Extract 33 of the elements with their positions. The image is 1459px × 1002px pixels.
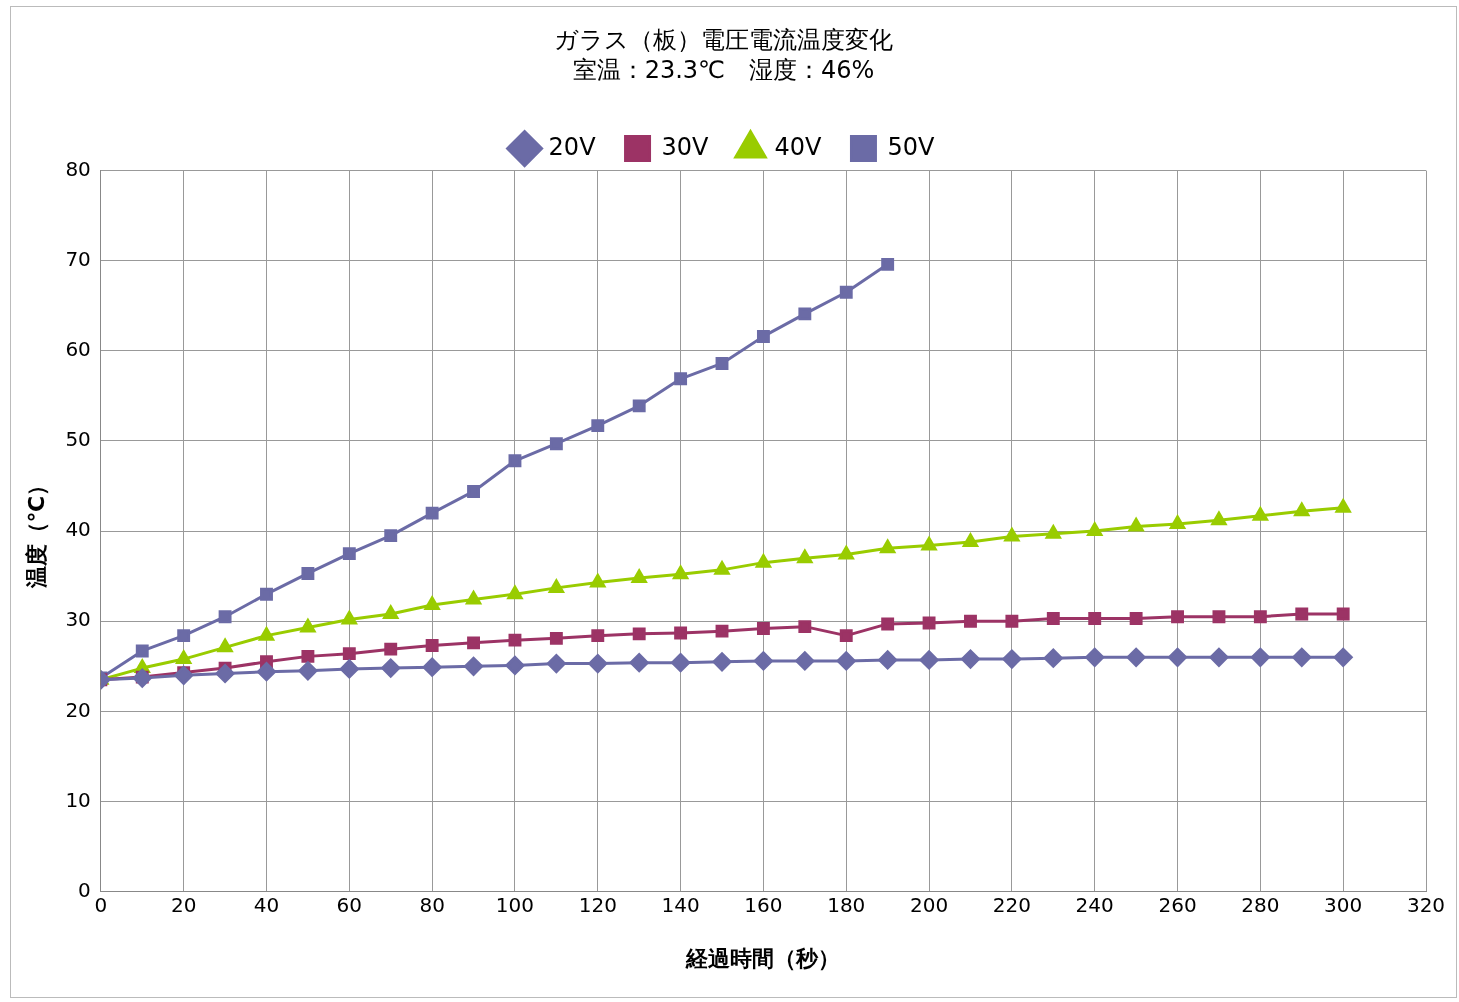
y-axis-title: 温度（℃）	[23, 473, 49, 590]
x-tick-label: 100	[495, 892, 535, 917]
y-tick-label: 10	[65, 787, 91, 812]
x-tick-label: 220	[992, 892, 1031, 917]
x-tick-label: 120	[578, 892, 617, 917]
chart-subtitle: 室温：23.3℃ 湿度：46%	[572, 56, 875, 85]
y-tick-label: 50	[65, 427, 91, 452]
x-tick-label: 60	[336, 892, 363, 917]
y-tick-label: 70	[65, 246, 91, 271]
x-tick-label: 20	[170, 892, 197, 917]
x-tick-label: 40	[253, 892, 280, 917]
y-tick-label: 60	[65, 337, 91, 362]
x-tick-label: 240	[1075, 892, 1114, 917]
legend-label: 40V	[774, 132, 823, 161]
legend-label: 30V	[661, 132, 710, 161]
legend-label: 20V	[548, 132, 597, 161]
x-axis-title: 経過時間（秒）	[685, 945, 841, 971]
x-tick-label: 320	[1406, 892, 1446, 917]
x-tick-label: 140	[661, 892, 700, 917]
x-tick-label: 200	[909, 892, 949, 917]
x-tick-label: 300	[1324, 892, 1363, 917]
legend-label: 50V	[887, 132, 935, 161]
y-tick-label: 30	[65, 607, 91, 632]
y-tick-label: 40	[65, 517, 91, 542]
x-tick-label: 280	[1241, 892, 1280, 917]
x-tick-label: 80	[419, 892, 445, 917]
x-tick-label: 180	[827, 892, 866, 917]
chart-title: ガラス（板）電圧電流温度変化	[554, 25, 893, 54]
x-tick-label: 0	[94, 892, 108, 917]
y-tick-label: 20	[65, 697, 91, 722]
x-tick-label: 160	[744, 892, 783, 917]
y-tick-label: 80	[65, 156, 91, 181]
x-tick-label: 260	[1158, 892, 1197, 917]
